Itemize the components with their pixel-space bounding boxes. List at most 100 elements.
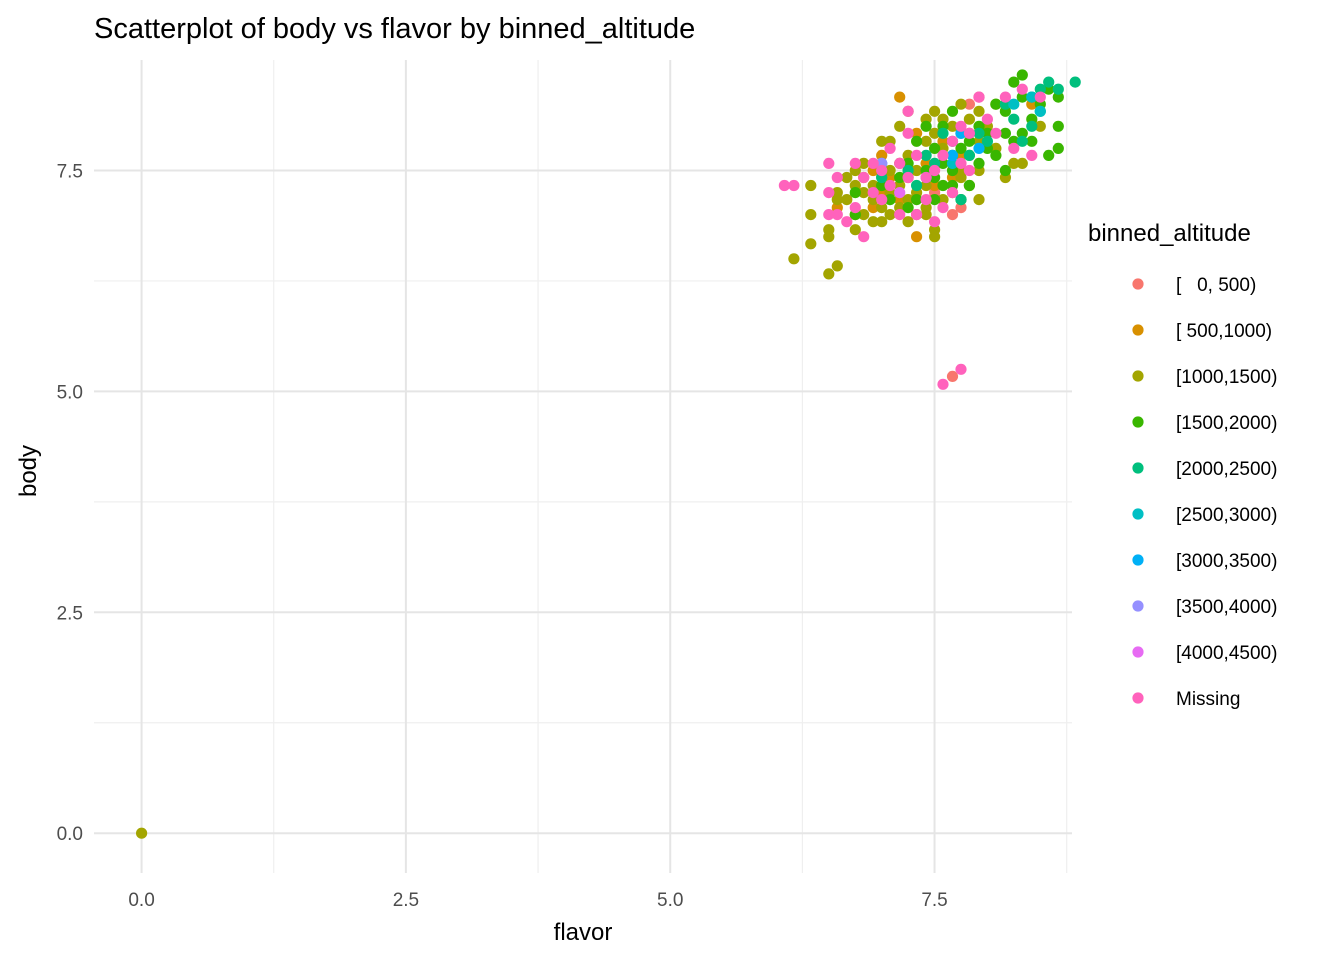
data-point [955,142,967,154]
data-point [823,157,835,169]
data-point [911,127,923,139]
data-point [955,157,967,169]
data-point [902,194,914,206]
data-point [902,127,914,139]
data-point [999,127,1012,139]
data-point [894,120,906,132]
data-point [136,827,148,839]
data-point [937,149,949,161]
data-point [867,216,879,228]
data-point [963,135,976,147]
data-point [946,157,959,169]
data-point [911,135,923,147]
data-point [1008,113,1020,125]
legend-label: Missing [1176,689,1240,710]
data-point [911,164,923,177]
data-point [1034,120,1046,132]
data-point [946,135,959,147]
legend: binned_altitude [ 0, 500) [ 500,1000) [100… [1088,220,1277,710]
data-point [955,98,967,110]
data-point [841,171,853,184]
data-point [911,209,923,221]
data-point [999,164,1012,177]
legend-label: [4000,4500) [1176,643,1277,664]
legend-key [1132,370,1144,382]
data-point [1034,83,1046,95]
axis-ticks: 0.0 2.5 5.0 7.5 0.0 2.5 5.0 7.5 [57,161,948,911]
legend-label: [3500,4000) [1176,597,1277,618]
data-point [929,179,941,192]
data-point [876,149,888,161]
data-point [911,149,923,161]
legend-key [1132,646,1144,658]
data-point [973,142,985,154]
legend-key [1132,600,1144,612]
data-point [831,209,843,221]
data-point [946,105,959,117]
legend-label: [3000,3500) [1176,551,1277,572]
data-point [911,179,923,192]
data-point [1016,91,1028,103]
data-point [858,171,870,184]
data-point [937,157,949,169]
x-tick-label: 2.5 [393,890,419,911]
data-point [858,187,870,199]
y-axis-title: body [15,445,42,497]
data-point [981,127,994,139]
data-point [1026,135,1038,147]
data-point [920,149,932,161]
data-point [1043,149,1055,161]
data-point [849,202,861,214]
legend-label: [2000,2500) [1176,459,1277,480]
data-point [929,194,941,206]
data-point [902,216,914,228]
data-point [920,179,932,192]
data-point [1034,91,1046,103]
data-point [920,209,932,221]
data-point [963,179,976,192]
data-point [884,142,896,154]
data-point [823,268,835,280]
data-point [788,253,800,265]
data-point [1052,120,1064,132]
data-point [929,142,941,154]
data-point [876,179,888,192]
data-point [920,194,932,206]
data-point [1016,69,1028,81]
x-tick-label: 7.5 [921,890,947,911]
data-point [884,209,896,221]
data-point [867,157,879,169]
legend-key [1132,416,1144,428]
y-tick-label: 2.5 [57,603,83,624]
data-point [937,378,949,390]
data-point [990,149,1002,161]
data-point [946,149,959,161]
data-point [973,157,985,169]
legend-key [1132,278,1144,290]
data-point [831,260,843,272]
chart-title: Scatterplot of body vs flavor by binned_… [94,13,695,45]
data-point [929,164,941,177]
legend-key [1132,554,1144,566]
legend-key [1132,508,1144,520]
data-point [963,164,976,177]
data-point [990,98,1002,110]
data-point [1034,105,1046,117]
data-point [920,120,932,132]
data-point [858,231,870,243]
data-point [788,179,800,192]
data-point [894,171,906,184]
data-point [973,91,985,103]
data-point [981,135,994,147]
data-point [1026,120,1038,132]
data-point [937,127,949,139]
data-point [1052,83,1064,95]
data-point [920,135,932,147]
data-point [841,216,853,228]
data-point [955,194,967,206]
data-point [946,187,959,199]
data-point [955,171,967,184]
legend-label: [ 500,1000) [1176,321,1272,342]
data-point [823,224,835,236]
data-point [963,113,976,125]
